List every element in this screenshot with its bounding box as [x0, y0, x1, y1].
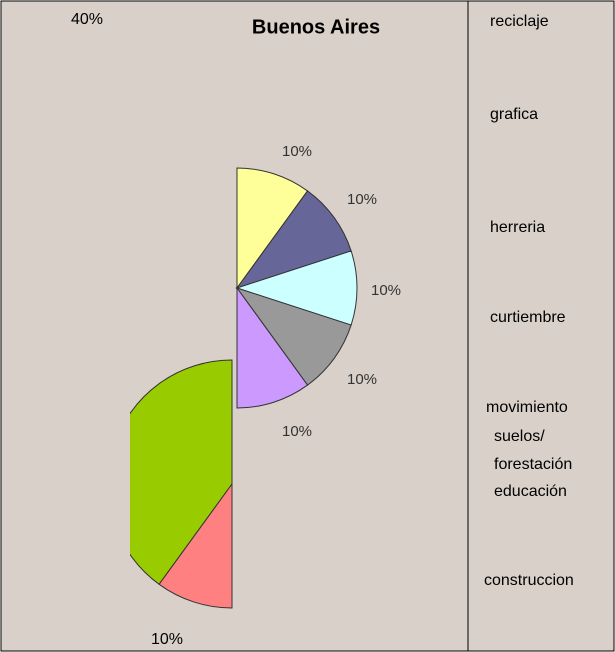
legend-label: herreria	[490, 219, 545, 236]
pie-slice	[130, 359, 233, 586]
legend-label: curtiembre	[490, 309, 566, 326]
legend-label: forestación	[494, 456, 572, 473]
data-label: 10%	[282, 423, 312, 440]
legend-label: movimiento	[486, 399, 568, 416]
legend-label: reciclaje	[490, 13, 549, 30]
pie-slice	[235, 190, 352, 289]
pie-slice	[236, 167, 309, 290]
pie-slice	[158, 482, 233, 609]
data-label: 10%	[347, 191, 377, 208]
pie-slice	[235, 250, 358, 326]
legend-label: suelos/	[494, 428, 545, 445]
legend-label: grafica	[490, 106, 538, 123]
pie	[130, 167, 358, 609]
data-label: 40%	[71, 11, 103, 28]
pie-slice	[235, 287, 352, 386]
legend-label: construccion	[484, 572, 574, 589]
data-label: 10%	[151, 631, 183, 648]
pie-slice	[236, 286, 309, 409]
data-label: 10%	[347, 371, 377, 388]
data-label: 10%	[282, 143, 312, 160]
data-label: 10%	[371, 282, 401, 299]
chart-title: Buenos Aires	[252, 16, 380, 38]
legend-label: educación	[494, 483, 567, 500]
